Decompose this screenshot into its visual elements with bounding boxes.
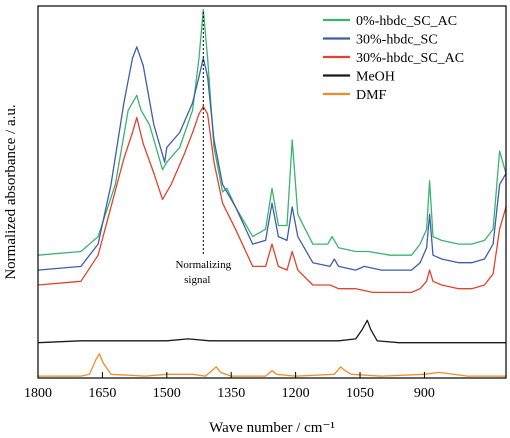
series-line-30pct-hbdc-sc-ac: [37, 105, 507, 294]
legend-label: MeOH: [356, 70, 395, 85]
series-line-dmf: [38, 353, 506, 377]
x-tick-label: 1800: [24, 386, 52, 401]
x-tick-label: 1350: [217, 386, 245, 401]
annotation-label-line1: Normalizing: [175, 259, 231, 271]
plot-frame: [37, 5, 507, 379]
legend-label: 30%-hbdc_SC_AC: [356, 51, 464, 66]
legend-label: DMF: [356, 88, 387, 103]
series-line-30pct-hbdc-sc: [37, 46, 507, 271]
x-axis-ticks: 1800 1650 1500 1350 1200 1050 900: [24, 372, 435, 401]
legend: 0%-hbdc_SC_AC 30%-hbdc_SC 30%-hbdc_SC_AC Me…: [323, 14, 464, 103]
plot-area: [37, 9, 507, 377]
x-tick-label: 1650: [88, 386, 116, 401]
x-tick-label: 1050: [346, 386, 374, 401]
legend-label: 30%-hbdc_SC: [356, 33, 438, 48]
legend-label: 0%-hbdc_SC_AC: [356, 14, 457, 29]
annotation-label-line2: signal: [184, 274, 210, 286]
x-tick-label: 1200: [282, 386, 310, 401]
x-tick-label: 1500: [153, 386, 181, 401]
series-line-0pct-hbdc-sc-ac: [37, 9, 507, 256]
y-axis-title: Normalized absorbance / a.u.: [3, 104, 19, 279]
series-line-meoh: [37, 319, 506, 344]
x-axis-title: Wave number / cm⁻¹: [209, 420, 335, 436]
x-tick-label: 900: [414, 386, 435, 401]
